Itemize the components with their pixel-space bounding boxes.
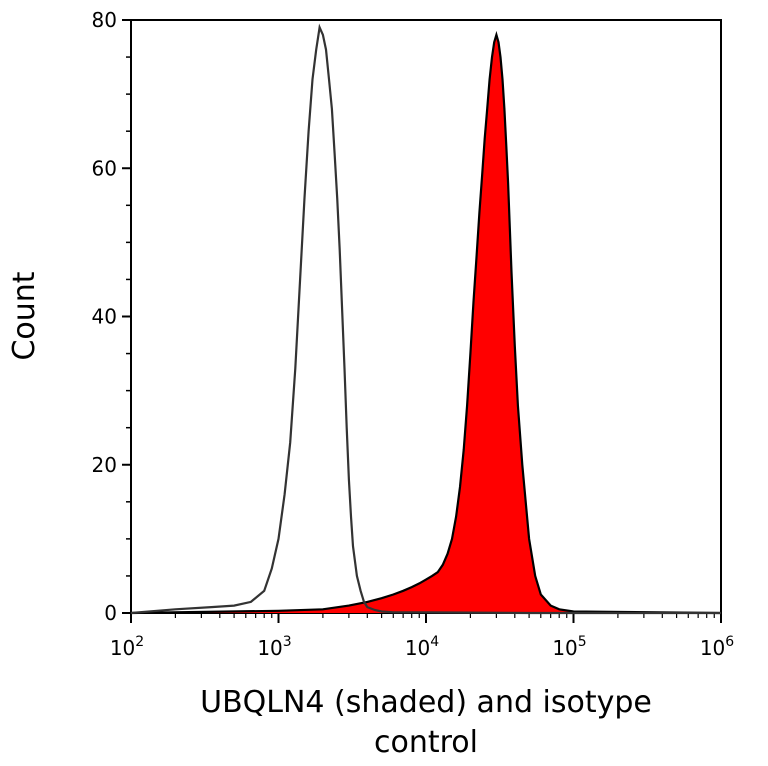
x-tick-exponent: 2 bbox=[135, 634, 144, 650]
x-axis-title: UBQLN4 (shaded) and isotype control bbox=[200, 685, 652, 760]
x-tick-base: 10 bbox=[257, 636, 282, 660]
y-axis-ticks: 0 20 40 60 80 bbox=[92, 8, 131, 625]
y-tick-label: 40 bbox=[92, 305, 117, 329]
x-tick-label: 103 bbox=[257, 634, 291, 660]
x-tick-label: 106 bbox=[700, 634, 734, 660]
y-tick-label: 80 bbox=[92, 8, 117, 32]
ubqln4-outline bbox=[130, 30, 722, 615]
x-tick-base: 10 bbox=[552, 636, 577, 660]
isotype-control-line bbox=[130, 23, 721, 615]
x-tick-base: 10 bbox=[110, 636, 135, 660]
x-tick-label: 104 bbox=[405, 634, 439, 660]
series-layer bbox=[130, 23, 722, 615]
y-tick-label: 20 bbox=[92, 453, 117, 477]
x-tick-exponent: 5 bbox=[578, 634, 587, 650]
x-tick-base: 10 bbox=[405, 636, 430, 660]
x-axis-ticks: 102 103 104 105 106 bbox=[110, 613, 734, 660]
plot-frame bbox=[130, 19, 722, 614]
x-tick-base: 10 bbox=[700, 636, 725, 660]
x-tick-exponent: 4 bbox=[430, 634, 439, 650]
x-tick-label: 102 bbox=[110, 634, 144, 660]
ubqln4-shaded-area bbox=[131, 34, 721, 614]
y-tick-label: 0 bbox=[104, 601, 117, 625]
x-axis-title-line: control bbox=[374, 725, 478, 760]
x-axis-title-line: UBQLN4 (shaded) and isotype bbox=[200, 685, 652, 720]
x-tick-exponent: 6 bbox=[725, 634, 734, 650]
y-tick-label: 60 bbox=[92, 156, 117, 180]
x-tick-exponent: 3 bbox=[283, 634, 292, 650]
y-axis-title: Count bbox=[7, 271, 42, 360]
x-tick-label: 105 bbox=[552, 634, 586, 660]
